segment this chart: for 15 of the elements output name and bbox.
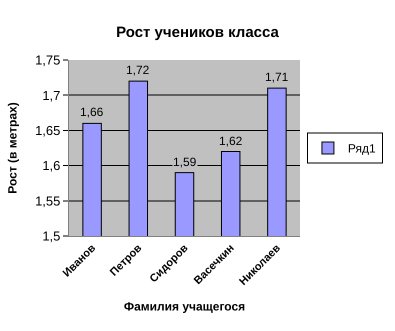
y-tick-label: 1,55 <box>35 193 60 208</box>
y-axis-title: Рост (в метрах) <box>5 102 20 194</box>
data-label: 1,59 <box>173 155 197 169</box>
y-tick-label: 1,6 <box>42 158 60 174</box>
y-tick-label: 1,5 <box>42 228 60 244</box>
y-tick-label: 1,75 <box>35 52 60 68</box>
y-tick-label: 1,7 <box>42 88 60 103</box>
data-label: 1,62 <box>219 134 243 148</box>
data-label: 1,66 <box>80 105 104 119</box>
legend-label: Ряд1 <box>348 142 376 156</box>
y-tick-label: 1,65 <box>35 122 60 138</box>
chart-title: Рост учеников класса <box>116 24 280 41</box>
data-label: 1,72 <box>126 63 150 77</box>
data-label: 1,71 <box>265 70 289 84</box>
x-axis-title: Фамилия учащегося <box>124 300 246 314</box>
